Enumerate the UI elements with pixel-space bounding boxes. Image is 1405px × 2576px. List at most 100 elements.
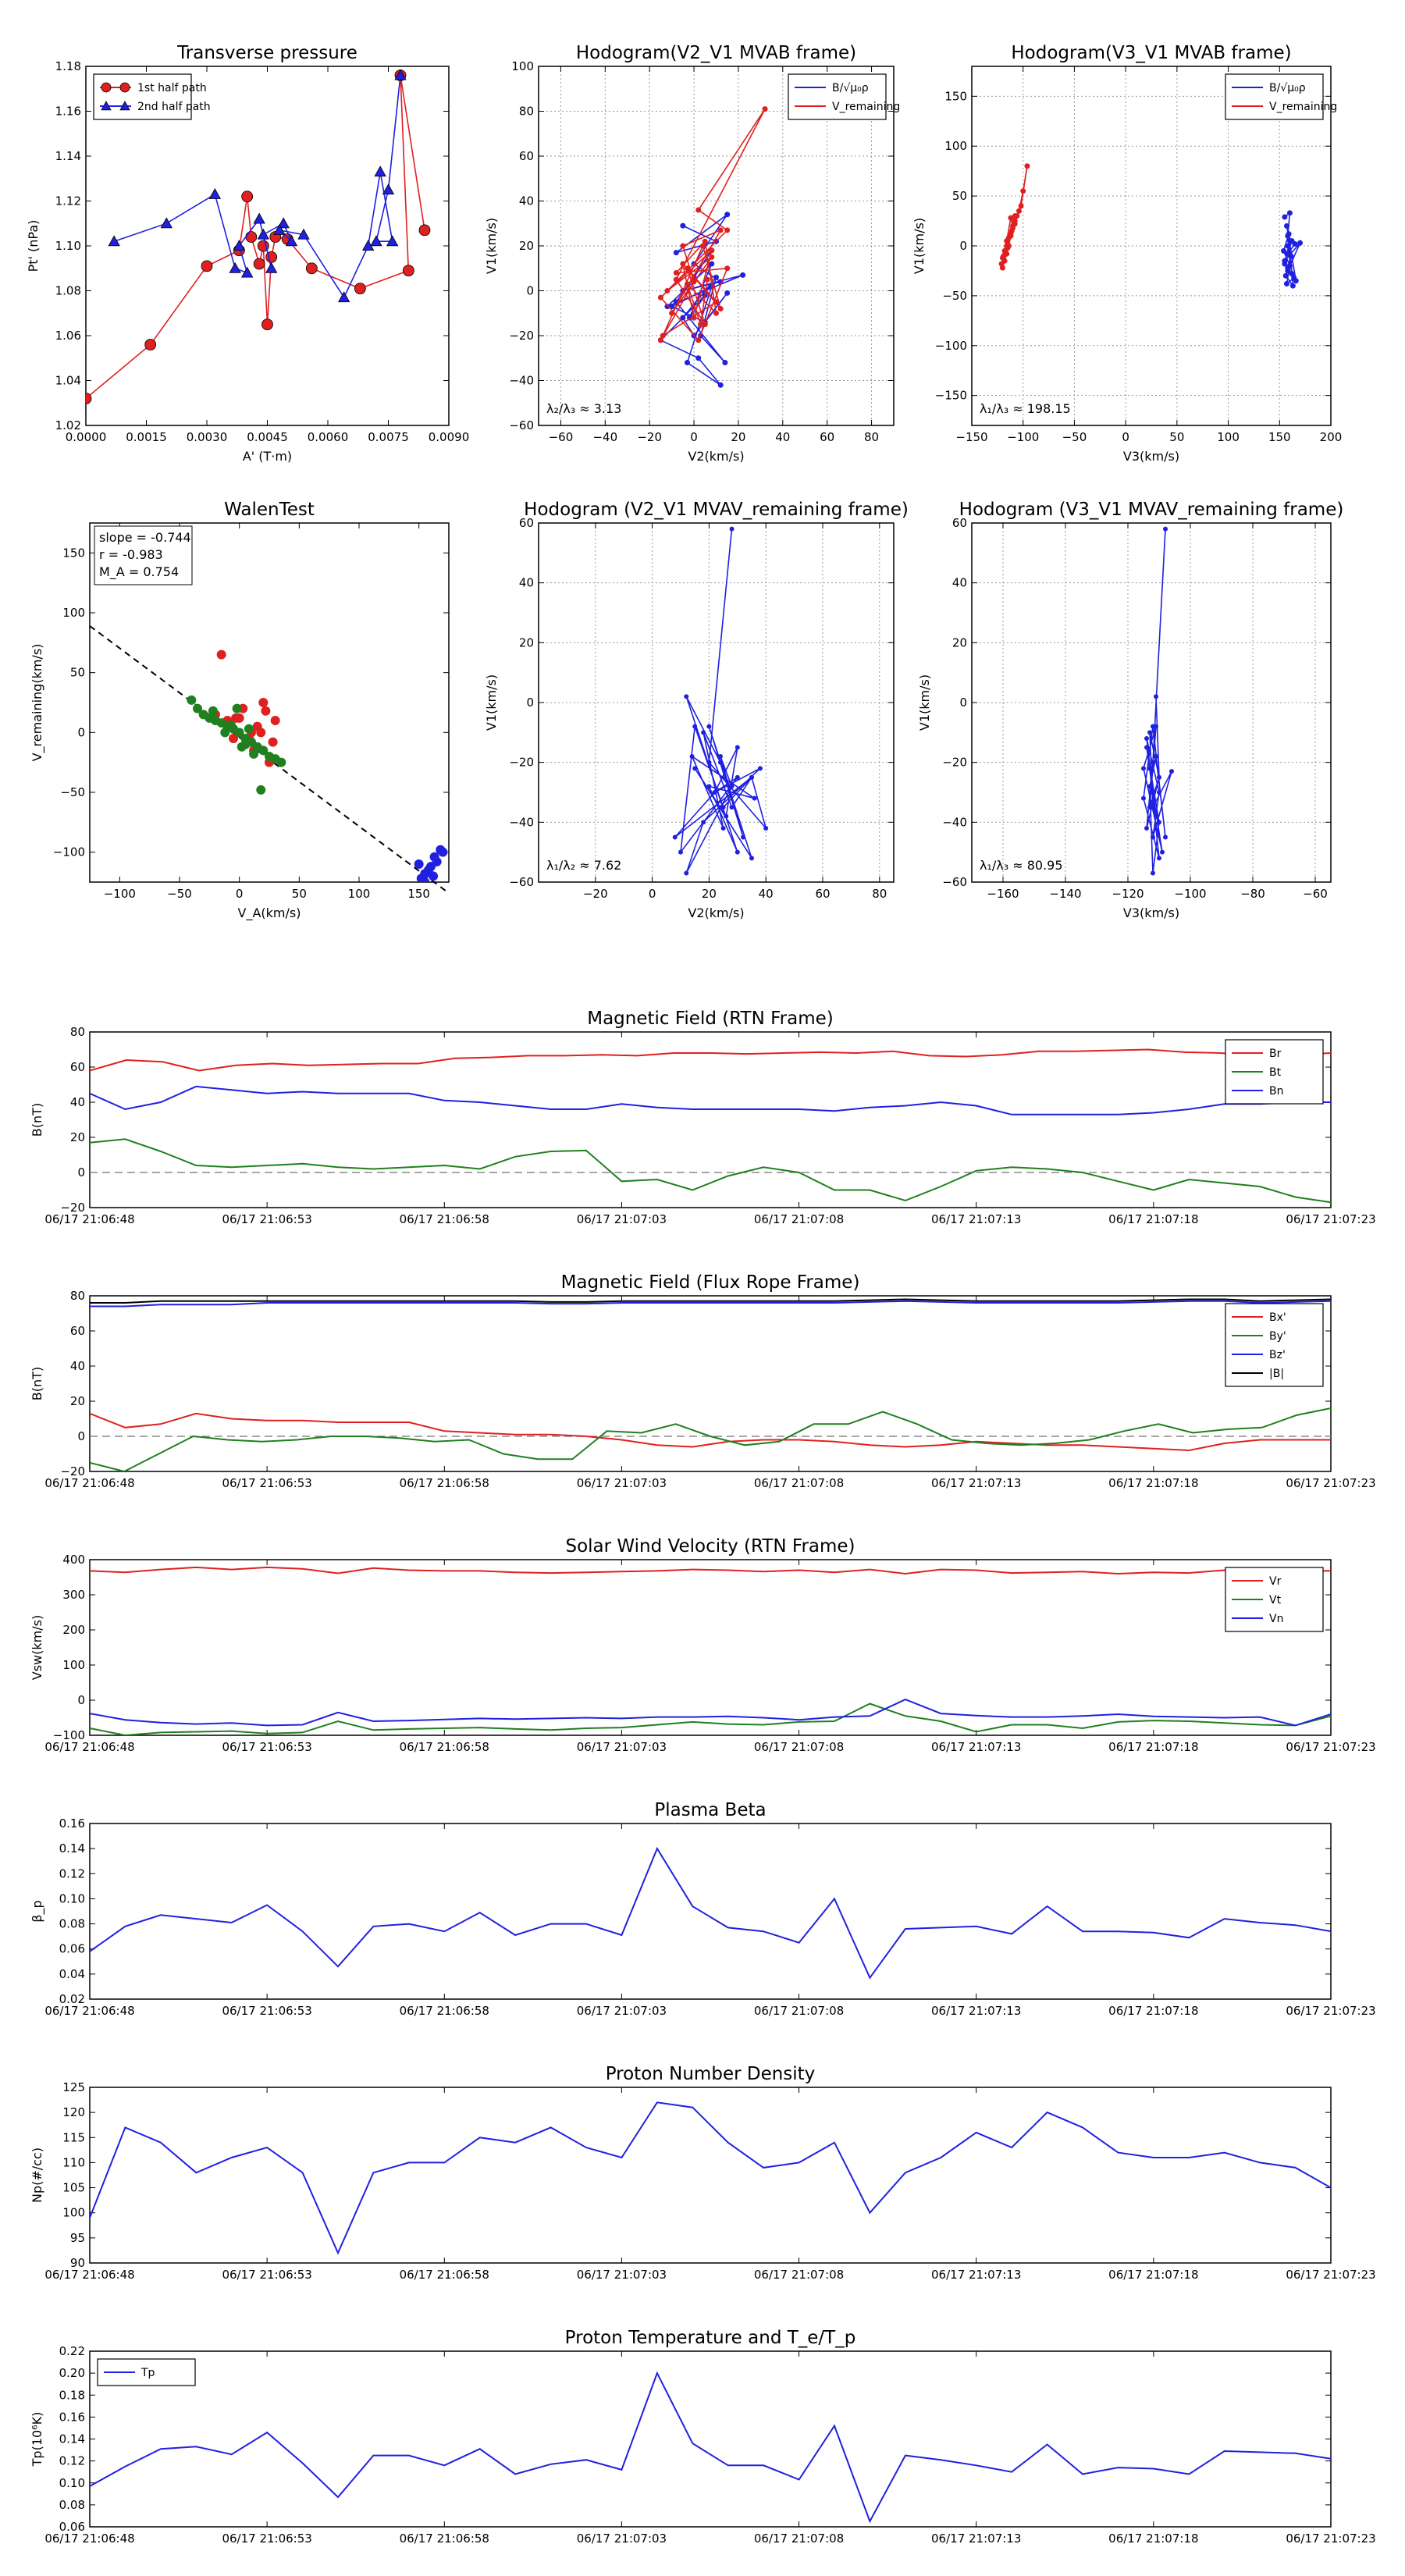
x-tick-label: −50: [167, 887, 192, 901]
series-line-Tp: [90, 2371, 1331, 2524]
data-point: [713, 310, 719, 316]
y-tick-label: 0: [77, 1165, 85, 1179]
x-tick-label: 40: [759, 887, 774, 901]
data-point: [673, 270, 679, 276]
plot-frame: [89, 1031, 1332, 1208]
time-tick-label: 06/17 21:07:08: [754, 1212, 844, 1226]
annotation-text: λ₁/λ₃ ≈ 198.15: [980, 401, 1071, 416]
data-point: [709, 261, 715, 267]
plasma-beta-chart: 0.02 0.04 0.06 0.08 0.10 0.12 0.14 0.16 Plasma B…: [30, 1800, 1376, 2018]
data-point: [201, 260, 213, 272]
time-tick-label: 06/17 21:06:48: [44, 1740, 134, 1754]
plot-frame: [971, 66, 1332, 426]
series-line-Vt: [90, 1703, 1331, 1735]
legend-entry: B/√μ₀ρ: [832, 82, 869, 94]
data-point: [1144, 826, 1149, 831]
data-point: [680, 315, 686, 321]
y-tick-label: 0: [959, 696, 967, 710]
data-point: [685, 265, 691, 272]
data-point: [735, 774, 740, 780]
series-line-Bz': [90, 1300, 1331, 1308]
x-tick-label: 0: [236, 887, 244, 901]
x-tick-label: 60: [815, 887, 830, 901]
plot-frame: [89, 2350, 1332, 2528]
data-point: [208, 706, 218, 716]
data-point: [729, 784, 735, 789]
chart-title: WalenTest: [224, 500, 315, 520]
y-axis-label: β_p: [30, 1900, 45, 1922]
y-tick-label: 60: [519, 149, 534, 163]
y-axis-label: B(nT): [30, 1367, 44, 1400]
proton-temperature-chart: 0.06 0.08 0.10 0.12 0.14 0.16 0.18 0.20 0.22 Prot…: [30, 2328, 1376, 2546]
data-point: [706, 760, 712, 765]
data-point: [256, 785, 266, 795]
y-tick-label: 40: [519, 194, 534, 208]
transverse-pressure-chart: 1.02 1.04 1.06 1.08 1.10 1.12 1.14 1.16 1.18 0.00…: [26, 43, 469, 464]
legend-entry: Br: [1269, 1048, 1282, 1060]
data-point: [699, 243, 706, 249]
data-point: [1157, 790, 1161, 795]
y-tick-label: 80: [70, 1289, 85, 1303]
data-point: [305, 262, 318, 275]
data-point: [420, 877, 430, 882]
y-tick-label: 1.02: [55, 418, 81, 432]
data-point: [244, 724, 254, 734]
y-tick-label: 60: [519, 516, 534, 530]
data-point: [256, 728, 266, 738]
legend-entry: Vt: [1269, 1594, 1282, 1606]
chart-title: Magnetic Field (Flux Rope Frame): [561, 1272, 860, 1293]
data-point: [119, 101, 130, 111]
time-tick-label: 06/17 21:07:23: [1286, 2532, 1375, 2546]
time-tick-label: 06/17 21:07:23: [1286, 1212, 1375, 1226]
data-point: [717, 382, 724, 388]
time-tick-label: 06/17 21:07:18: [1108, 2004, 1198, 2018]
plot-frame: [971, 522, 1332, 883]
y-tick-label: 0.12: [59, 2454, 85, 2468]
solar-wind-velocity-chart: −100 0 100 200 300 400 Solar Wind Velocity (RT…: [30, 1536, 1376, 1754]
y-tick-label: 60: [70, 1060, 85, 1074]
data-point: [285, 235, 298, 247]
series-line-Bt: [90, 1138, 1331, 1204]
annotation-text: r = -0.983: [99, 547, 163, 562]
y-tick-label: −20: [60, 1464, 85, 1478]
y-tick-label: 0.22: [59, 2344, 85, 2358]
data-point: [1141, 795, 1146, 801]
y-tick-label: 1.16: [55, 105, 81, 119]
data-point: [724, 227, 731, 233]
data-point: [702, 322, 708, 328]
legend-entry: Vr: [1269, 1575, 1282, 1588]
data-point: [382, 183, 395, 195]
data-point: [684, 694, 689, 699]
data-point: [702, 238, 708, 244]
series-1: [657, 106, 768, 343]
y-tick-label: 0.14: [59, 2432, 85, 2446]
data-point: [261, 706, 271, 716]
data-point: [1286, 210, 1293, 216]
data-point: [712, 790, 717, 795]
chart-title: Proton Temperature and T_e/T_p: [565, 2328, 856, 2348]
data-point: [187, 695, 197, 705]
chart-title: Plasma Beta: [654, 1800, 766, 1820]
y-tick-label: 20: [952, 635, 967, 649]
y-tick-label: 0.18: [59, 2388, 85, 2402]
time-tick-label: 06/17 21:06:53: [222, 2268, 311, 2282]
legend-entry: Bn: [1269, 1085, 1283, 1098]
y-tick-label: 150: [62, 546, 85, 560]
time-tick-label: 06/17 21:06:58: [400, 2532, 489, 2546]
time-tick-label: 06/17 21:07:03: [577, 2268, 667, 2282]
series-2: [414, 845, 448, 882]
y-tick-label: 40: [70, 1359, 85, 1373]
data-point: [276, 757, 286, 767]
x-tick-label: −120: [1112, 887, 1144, 901]
data-point: [664, 304, 670, 310]
data-point: [749, 774, 754, 780]
data-point: [216, 649, 226, 660]
series-line-Bx': [90, 1412, 1331, 1452]
data-point: [1281, 247, 1287, 254]
y-axis-label: Pt' (nPa): [26, 220, 41, 272]
y-tick-label: 1.14: [55, 149, 81, 163]
y-tick-label: 1.06: [55, 329, 81, 343]
y-tick-label: −50: [60, 785, 85, 799]
time-tick-label: 06/17 21:07:03: [577, 1476, 667, 1490]
x-tick-label: 150: [407, 887, 430, 901]
